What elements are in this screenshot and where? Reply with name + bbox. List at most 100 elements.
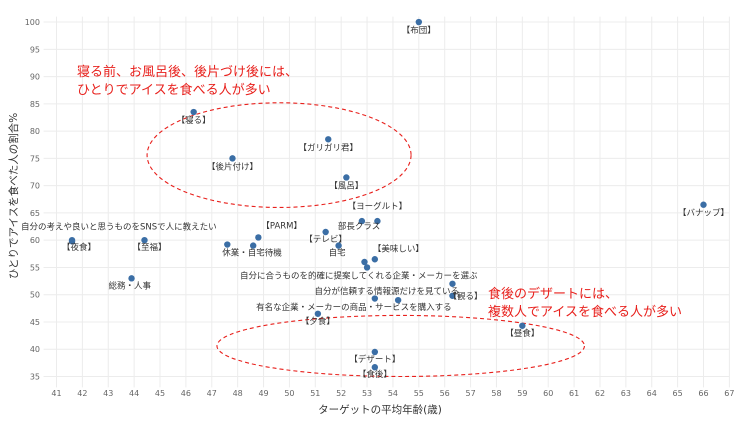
y-tick-label: 45 — [30, 318, 40, 327]
x-tick-label: 42 — [77, 389, 87, 398]
data-point — [190, 108, 197, 116]
y-axis-title: ひとりでアイスを食べた人の割合% — [7, 113, 20, 279]
point-label: 自宅 — [329, 248, 346, 259]
x-tick-label: 53 — [362, 389, 372, 398]
y-tick-label: 100 — [25, 18, 40, 27]
data-points — [68, 18, 707, 371]
data-point — [314, 310, 322, 317]
x-tick-label: 51 — [310, 389, 320, 398]
point-label: 【寝る】 — [177, 115, 211, 126]
data-point — [371, 364, 379, 371]
point-label: 【布団】 — [402, 25, 436, 36]
data-point — [700, 201, 707, 208]
x-tick-label: 49 — [258, 389, 268, 398]
data-point — [449, 280, 456, 287]
highlight-ellipse — [216, 314, 586, 378]
x-tick-label: 61 — [569, 389, 579, 398]
data-point — [394, 296, 402, 304]
point-label: 総務・人事 — [109, 280, 152, 291]
annotations: 寝る前、お風呂後、後片づけ後には、ひとりでアイスを食べる人が多い食後のデザートに… — [77, 64, 682, 320]
y-tick-label: 50 — [30, 291, 40, 300]
data-point — [371, 295, 379, 302]
y-tick-label: 60 — [30, 236, 40, 245]
point-label: 自分の考えや良いと思うものをSNSで人に教えたい — [21, 221, 217, 232]
point-labels: 【布団】【寝る】【ガリガリ君】【後片付け】【風呂】【バナップ】 【ヨーグルト】部長… — [21, 25, 729, 380]
annotation-line: 寝る前、お風呂後、後片づけ後には、 — [77, 64, 298, 80]
annotation-line: 食後のデザートには、 — [488, 286, 618, 302]
x-tick-label: 58 — [491, 389, 501, 398]
point-label: 【美味しい】 — [373, 243, 424, 254]
x-tick-label: 56 — [440, 389, 450, 398]
data-point — [374, 217, 381, 225]
point-label: 部長クラス — [338, 221, 380, 232]
y-tick-label: 90 — [30, 73, 40, 82]
highlight-ellipse — [146, 102, 412, 209]
data-point — [449, 292, 456, 299]
x-tick-label: 45 — [155, 389, 165, 398]
point-label: 【バナップ】 — [678, 209, 729, 219]
data-point — [68, 236, 76, 244]
point-label: 有名な企業・メーカーの商品・サービスを購入する — [256, 302, 452, 313]
data-point — [249, 242, 257, 249]
point-label: 【風呂】 — [329, 181, 363, 191]
x-tick-label: 63 — [621, 389, 631, 398]
x-tick-label: 60 — [543, 389, 553, 398]
data-point — [371, 348, 379, 356]
x-tick-label: 50 — [284, 389, 294, 398]
data-point — [371, 256, 379, 263]
data-point — [343, 174, 350, 181]
point-label: 【PARM】 — [261, 221, 302, 231]
point-label: 【夜食】 — [62, 242, 96, 253]
point-label: 【至福】 — [132, 242, 166, 253]
point-label: 【後片付け】 — [207, 161, 258, 172]
data-point — [335, 242, 342, 249]
x-tick-label: 57 — [465, 389, 475, 398]
y-tick-label: 40 — [30, 345, 40, 354]
data-point — [255, 234, 262, 241]
point-label: 【ヨーグルト】 — [348, 201, 408, 212]
y-tick-label: 95 — [30, 45, 40, 54]
data-point — [358, 217, 366, 225]
y-tick-label: 80 — [30, 127, 40, 136]
data-point — [224, 241, 231, 248]
point-label: 【食後】 — [358, 369, 392, 380]
y-axis-ticks: 35 40 45 50 55 60 65 70 75 80 85 90 95 100 — [25, 18, 40, 381]
annotation-line: 複数人でアイスを食べる人が多い — [488, 304, 682, 320]
x-tick-label: 64 — [647, 389, 657, 398]
data-point — [361, 258, 368, 266]
x-tick-label: 59 — [517, 389, 527, 398]
point-label: 【デザート】 — [349, 354, 400, 365]
point-label: 【夕食】 — [301, 316, 335, 327]
data-point — [141, 236, 148, 244]
data-point — [415, 18, 423, 26]
data-point — [325, 136, 332, 143]
x-tick-label: 44 — [129, 389, 139, 398]
x-tick-label: 65 — [673, 389, 683, 398]
data-point — [229, 155, 236, 162]
x-tick-label: 67 — [724, 389, 734, 398]
x-tick-label: 54 — [388, 389, 398, 398]
point-label: 【テレビ】 — [304, 235, 347, 245]
data-point — [363, 264, 371, 271]
data-point — [128, 275, 135, 282]
x-tick-label: 48 — [233, 389, 243, 398]
data-point — [519, 322, 526, 329]
point-label: 自分が信頼する情報源だけを見ている — [314, 286, 459, 297]
x-tick-label: 62 — [595, 389, 605, 398]
x-axis-ticks: 41 42 43 44 45 46 47 48 49 50 51 52 53 54 55 56 57 58 59 60… — [51, 389, 734, 398]
y-tick-label: 65 — [30, 209, 40, 218]
x-tick-label: 46 — [181, 389, 191, 398]
data-point — [322, 228, 329, 236]
point-label: 【ガリガリ君】 — [298, 142, 358, 153]
y-tick-label: 85 — [30, 100, 40, 109]
point-label: 【昼食】 — [505, 328, 539, 339]
x-tick-label: 41 — [51, 389, 61, 398]
y-tick-label: 55 — [30, 263, 40, 272]
x-tick-label: 66 — [698, 389, 708, 398]
point-label: 【観る】 — [448, 291, 482, 302]
grid-layer — [43, 16, 730, 388]
x-tick-label: 47 — [207, 389, 217, 398]
annotation-line: ひとりでアイスを食べる人が多い — [77, 82, 271, 98]
highlight-ellipses — [146, 102, 586, 378]
